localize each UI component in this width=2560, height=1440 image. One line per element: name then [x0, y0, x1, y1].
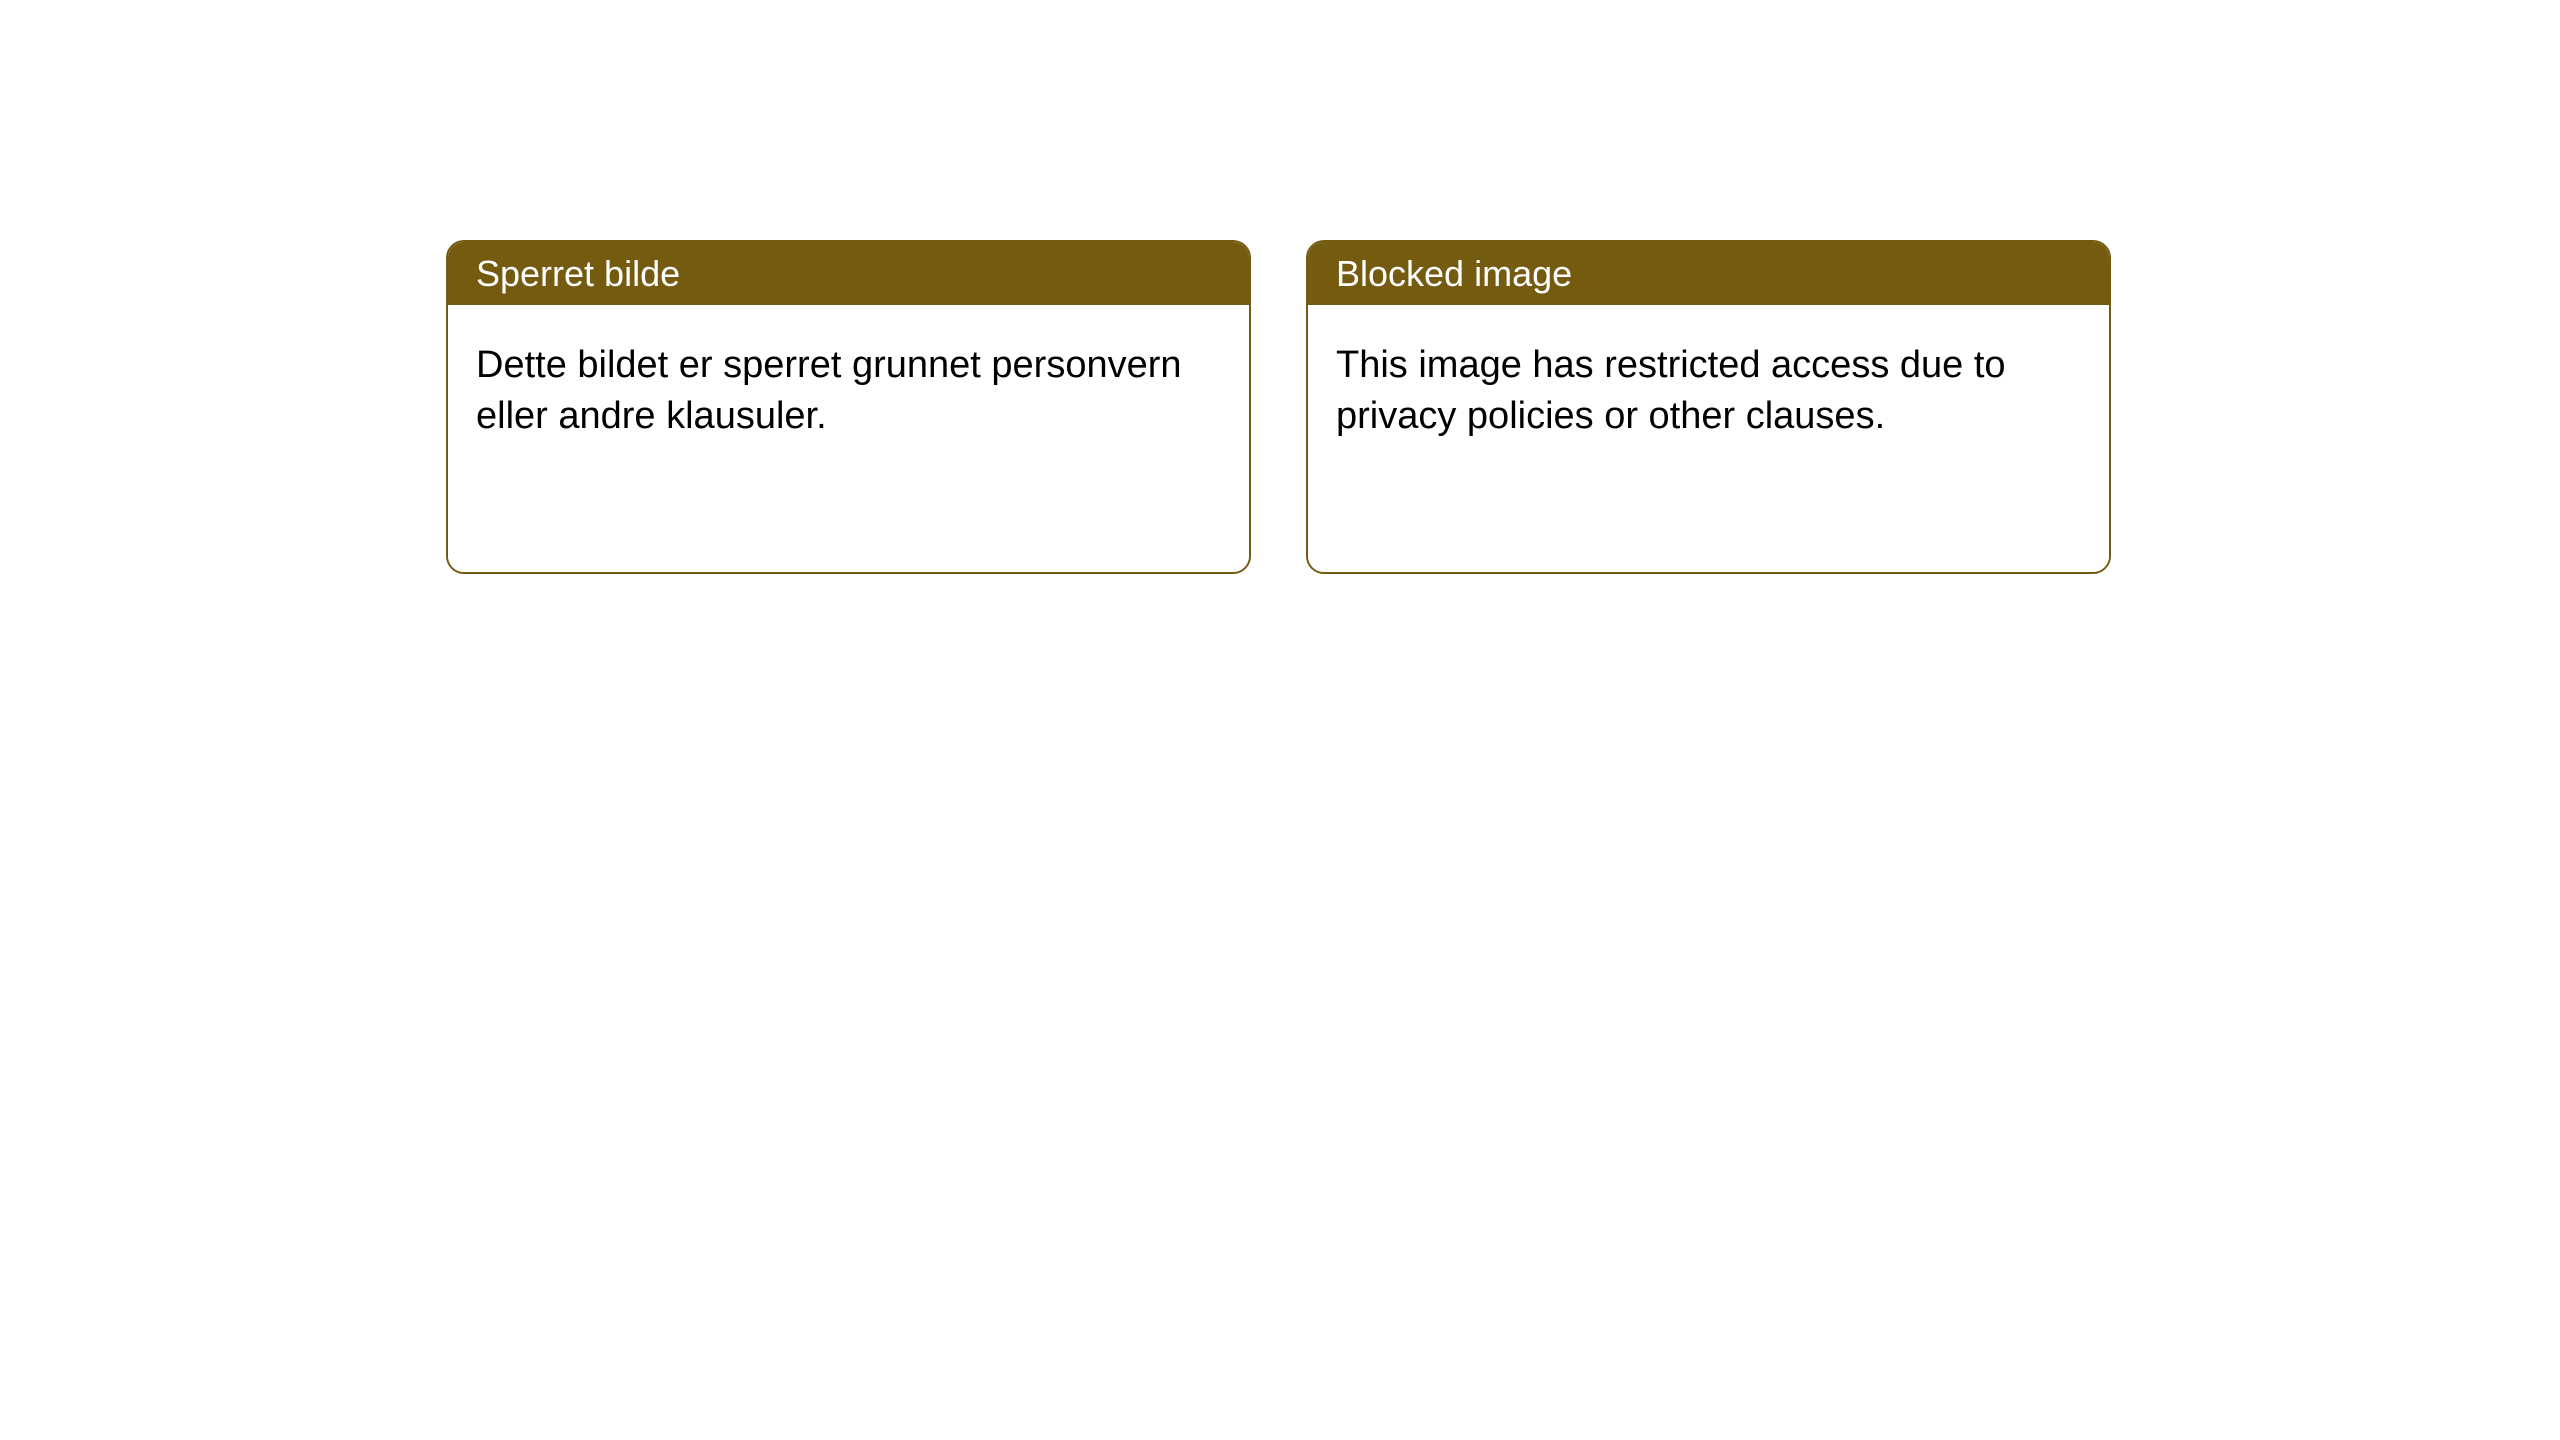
- blocked-image-card-en: Blocked image This image has restricted …: [1306, 240, 2111, 574]
- card-body-text: This image has restricted access due to …: [1336, 340, 2081, 443]
- card-header-no: Sperret bilde: [448, 242, 1249, 305]
- card-body-no: Dette bildet er sperret grunnet personve…: [448, 305, 1249, 572]
- card-body-text: Dette bildet er sperret grunnet personve…: [476, 340, 1221, 443]
- card-header-text: Sperret bilde: [476, 253, 680, 294]
- card-header-text: Blocked image: [1336, 253, 1572, 294]
- card-header-en: Blocked image: [1308, 242, 2109, 305]
- card-body-en: This image has restricted access due to …: [1308, 305, 2109, 572]
- blocked-image-card-no: Sperret bilde Dette bildet er sperret gr…: [446, 240, 1251, 574]
- notice-cards-container: Sperret bilde Dette bildet er sperret gr…: [0, 0, 2560, 574]
